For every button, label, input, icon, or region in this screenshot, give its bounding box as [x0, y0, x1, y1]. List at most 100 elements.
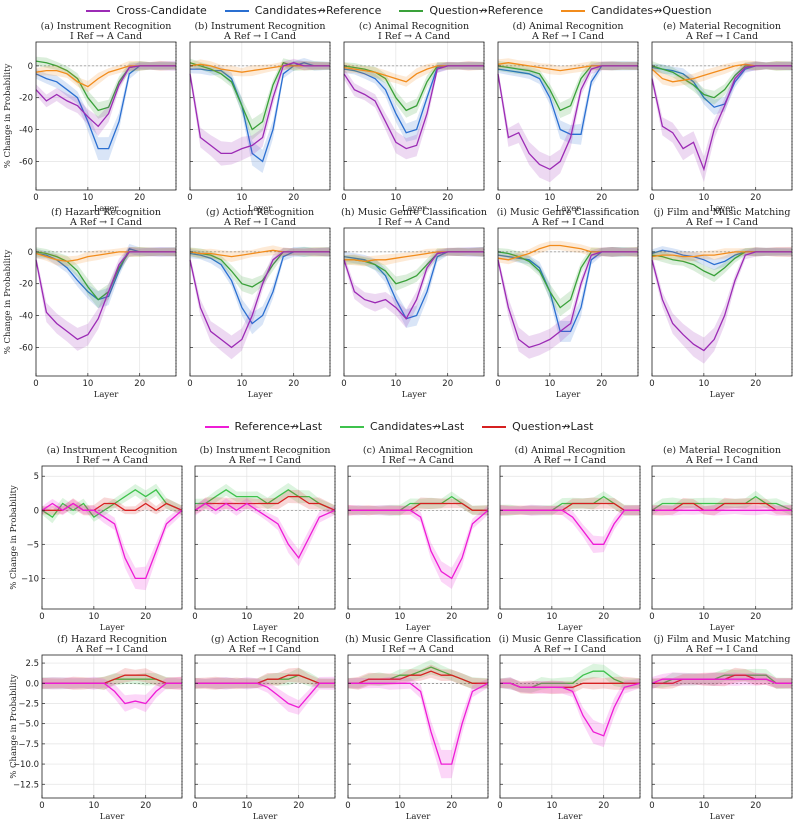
subplot-17: 0 10 20 Layer (h) Music Genre Classification… [345, 634, 491, 819]
x-tick-label: 10 [236, 379, 247, 389]
subplot-title: (e) Material Recognition [663, 21, 781, 32]
x-tick-label: 20 [750, 801, 761, 811]
x-axis-label: Layer [558, 812, 584, 819]
series-line-ref_last [500, 509, 640, 545]
series-band-q_last [42, 668, 182, 690]
y-tick-label: 0.0 [25, 679, 39, 689]
subplot-title: (e) Material Recognition [663, 445, 781, 456]
legend-label: Question↛Reference [429, 4, 544, 17]
subplot-subtitle: I Ref → A Cand [70, 31, 142, 42]
x-tick-label: 20 [442, 379, 453, 389]
axes-frame [343, 227, 485, 377]
x-tick-label: 10 [390, 379, 401, 389]
y-tick-label: 2.5 [25, 659, 39, 669]
x-tick-label: 0 [345, 801, 350, 811]
x-tick-label: 10 [698, 612, 709, 622]
x-tick-label: 10 [394, 801, 405, 811]
x-tick-label: 20 [140, 612, 151, 622]
subplot-title: (b) Instrument Recognition [199, 445, 330, 456]
subplot-subtitle: A Ref → I Cand [228, 644, 301, 655]
series-band-ref_last [348, 505, 488, 589]
series-band-cross [652, 247, 792, 364]
legend-swatch [204, 425, 229, 428]
x-tick-label: 20 [446, 801, 457, 811]
series-band-cross [344, 61, 484, 160]
series-line-ref_last [348, 509, 489, 580]
x-tick-label: 10 [544, 379, 555, 389]
series-band-cross [652, 61, 792, 183]
legend-swatch [224, 9, 249, 12]
series-band-cand_ref [36, 61, 176, 161]
subplot-subtitle: A Ref → I Cand [531, 31, 604, 42]
series-band-q_last [500, 497, 640, 516]
x-tick-label: 10 [236, 193, 247, 203]
x-tick-label: 10 [546, 801, 557, 811]
subplot-subtitle: A Ref → I Cand [69, 217, 142, 228]
series-line-cand_last [651, 495, 793, 511]
y-tick-label: −7.5 [18, 740, 39, 750]
series-line-ref_last [194, 502, 336, 560]
x-tick-label: 10 [241, 801, 252, 811]
subplot-subtitle: I Ref → A Cand [76, 455, 148, 466]
series-band-q_last [42, 497, 182, 516]
y-tick-label: -60 [19, 157, 33, 167]
x-tick-label: 20 [598, 612, 609, 622]
legend-swatch [561, 9, 586, 12]
x-tick-label: 0 [495, 193, 500, 203]
series-line-cross [497, 251, 638, 349]
series-band-q_ref [190, 58, 330, 140]
x-tick-label: 10 [698, 379, 709, 389]
y-axis-label: % Change in Probability [3, 64, 13, 169]
subplot-subtitle: A Ref → I Cand [531, 217, 604, 228]
series-line-q_last [194, 495, 336, 511]
y-tick-label: -60 [19, 343, 33, 353]
x-tick-label: 20 [293, 801, 304, 811]
series-band-ref_last [42, 498, 182, 591]
subplot-title: (g) Action Recognition [211, 634, 319, 645]
legend-bottom: Reference↛Last Candidates↛Last Question↛La… [0, 420, 798, 433]
series-band-q_ref [498, 60, 638, 119]
series-band-cross [344, 247, 484, 328]
axes-frame [651, 654, 793, 799]
subplot-title: (c) Animal Recognition [363, 445, 473, 456]
series-line-cand_last [195, 489, 336, 511]
x-axis-label: Layer [406, 623, 432, 633]
series-band-cand_ref [36, 243, 176, 309]
subplot-title: (d) Animal Recognition [514, 445, 625, 456]
x-tick-label: 0 [649, 193, 654, 203]
x-tick-label: 10 [546, 612, 557, 622]
subplot-subtitle: A Ref → I Cand [685, 31, 758, 42]
subplot-title: (g) Action Recognition [206, 207, 314, 218]
series-band-cross [190, 247, 330, 360]
subplot-subtitle: A Ref → I Cand [685, 217, 758, 228]
axes-frame [41, 654, 183, 799]
x-axis-label: Layer [710, 390, 736, 400]
series-line-cand_ref [190, 62, 330, 163]
x-tick-label: 10 [82, 379, 93, 389]
subplot-subtitle: A Ref → I Cand [223, 31, 296, 42]
x-axis-label: Layer [710, 204, 736, 214]
x-axis-label: Layer [710, 623, 736, 633]
series-band-ref_last [652, 672, 792, 690]
x-tick-label: 20 [446, 612, 457, 622]
y-tick-label: -20 [19, 94, 33, 104]
subplot-title: (i) Music Genre Classification [497, 207, 640, 218]
series-line-ref_last [348, 682, 489, 765]
axes-frame [189, 227, 331, 377]
legend-swatch [340, 425, 365, 428]
subplot-title: (b) Instrument Recognition [194, 21, 325, 32]
y-tick-label: -20 [19, 280, 33, 290]
y-tick-label: −5 [26, 540, 39, 550]
series-line-cross [343, 65, 484, 150]
series-band-cand_q [498, 58, 638, 76]
series-line-cross [651, 65, 792, 172]
series-band-ref_last [500, 504, 640, 553]
subplot-title: (h) Music Genre Classification [345, 634, 491, 645]
